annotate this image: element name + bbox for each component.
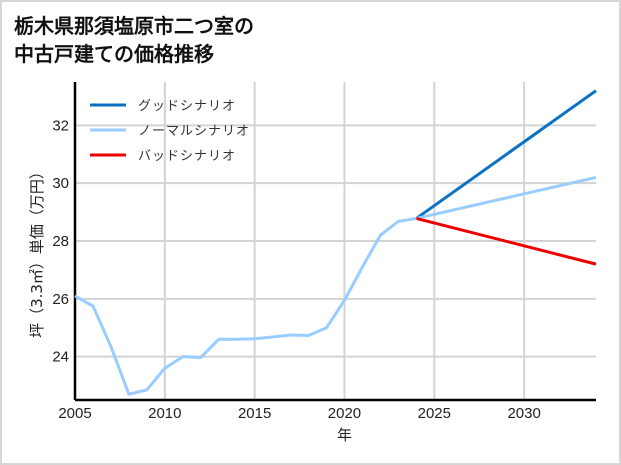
y-axis-label: 坪（3.3㎡）単価（万円） [28, 164, 46, 338]
x-tick-label: 2030 [507, 405, 540, 422]
x-tick-label: 2015 [238, 405, 271, 422]
series-line [416, 175, 597, 220]
y-tick-label: 26 [52, 291, 69, 308]
legend-label: グッドシナリオ [138, 99, 236, 114]
series-line [74, 216, 417, 396]
y-tick-label: 32 [52, 117, 69, 134]
x-tick-label: 2025 [418, 405, 451, 422]
x-tick-label: 2020 [328, 405, 361, 422]
chart-title: 栃木県那須塩原市二つ室の 中古戸建ての価格推移 [14, 14, 254, 66]
series-line [415, 216, 597, 266]
x-tick-label: 2005 [58, 405, 91, 422]
y-tick-label: 24 [52, 349, 69, 366]
legend-label: ノーマルシナリオ [138, 124, 250, 139]
series-line [415, 89, 597, 220]
y-tick-label: 30 [52, 175, 69, 192]
x-tick-label: 2010 [148, 405, 181, 422]
x-axis-label: 年 [337, 426, 352, 444]
legend-label: バッドシナリオ [138, 149, 236, 164]
y-tick-label: 28 [52, 233, 69, 250]
